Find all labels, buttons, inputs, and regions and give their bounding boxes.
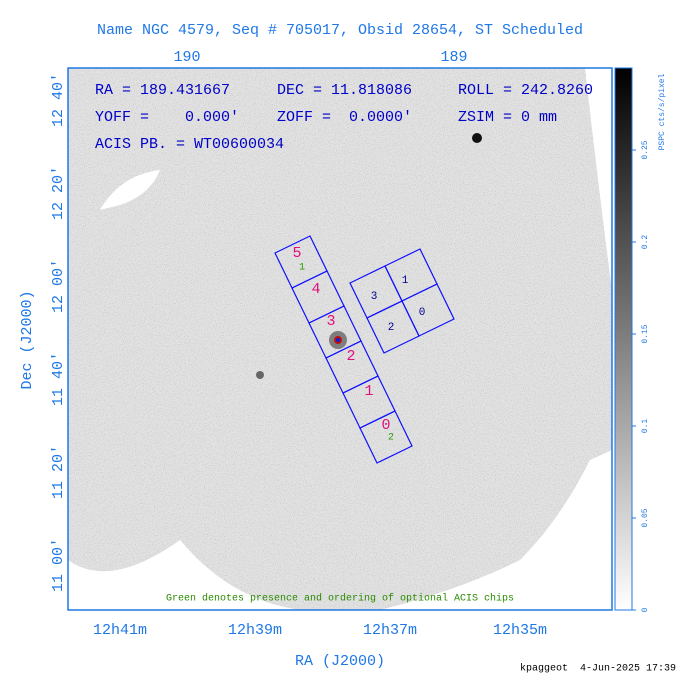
info-text: ZOFF = 0.0000' xyxy=(277,109,412,126)
chip-label: 0 xyxy=(381,417,390,434)
left-tick-label: 12 20' xyxy=(50,166,67,220)
colorbar-tick-label: 0 xyxy=(641,607,650,612)
left-tick-label: 11 00' xyxy=(50,538,67,592)
left-tick-label: 11 40' xyxy=(50,352,67,406)
info-text: YOFF = 0.000' xyxy=(95,109,239,126)
bottom-tick-label: 12h41m xyxy=(93,622,147,639)
bottom-tick-label: 12h37m xyxy=(363,622,417,639)
colorbar-tick-label: 0.2 xyxy=(641,235,650,250)
optional-chip-label: 2 xyxy=(388,433,394,444)
colorbar-tick-label: 0.25 xyxy=(641,140,650,159)
chip-label: 5 xyxy=(292,245,301,262)
chip-label: 1 xyxy=(402,275,409,287)
x-axis-title: RA (J2000) xyxy=(295,653,385,670)
title: Name NGC 4579, Seq # 705017, Obsid 28654… xyxy=(97,22,583,39)
bottom-tick-label: 12h35m xyxy=(493,622,547,639)
bottom-tick-label: 12h39m xyxy=(228,622,282,639)
info-text: ACIS PB. = WT00600034 xyxy=(95,136,284,153)
colorbar xyxy=(614,67,633,611)
info-text: RA = 189.431667 xyxy=(95,82,230,99)
acis-chips xyxy=(274,235,455,464)
chip-label: 1 xyxy=(364,383,373,400)
top-tick-label: 190 xyxy=(173,49,200,66)
chip-label: 4 xyxy=(311,281,320,298)
info-text: ROLL = 242.8260 xyxy=(458,82,593,99)
colorbar-tick-label: 0.15 xyxy=(641,324,650,343)
frame xyxy=(67,67,613,611)
footer: kpaggeot 4-Jun-2025 17:39 xyxy=(520,663,676,675)
colorbar-tick-label: 0.05 xyxy=(641,508,650,527)
chip-label: 0 xyxy=(419,307,426,319)
chip-label: 2 xyxy=(388,322,395,334)
optional-chip-label: 1 xyxy=(299,263,305,274)
info-text: DEC = 11.818086 xyxy=(277,82,412,99)
info-text: ZSIM = 0 mm xyxy=(458,109,557,126)
y-axis-title: Dec (J2000) xyxy=(19,290,36,389)
chip-label: 3 xyxy=(371,291,378,303)
top-tick-label: 189 xyxy=(440,49,467,66)
chip-label: 2 xyxy=(346,348,355,365)
colorbar-label: PSPC cts/s/pixel xyxy=(658,73,667,150)
chip-label: 3 xyxy=(326,313,335,330)
left-tick-label: 12 40' xyxy=(50,73,67,127)
colorbar-tick-label: 0.1 xyxy=(641,419,650,434)
note: Green denotes presence and ordering of o… xyxy=(166,593,514,605)
sky-image xyxy=(68,68,612,610)
left-tick-label: 11 20' xyxy=(50,445,67,499)
left-tick-label: 12 00' xyxy=(50,259,67,313)
